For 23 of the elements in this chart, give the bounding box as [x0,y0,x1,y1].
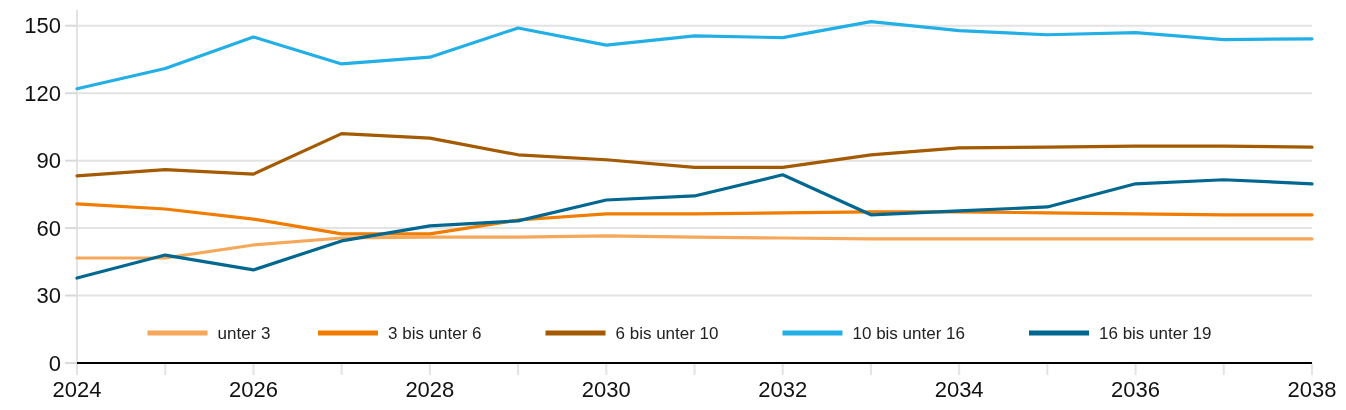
line-series [75,132,1314,178]
legend-label: 16 bis unter 19 [1099,323,1212,343]
x-tick-label: 2030 [581,377,631,402]
y-tick-label: 60 [36,215,61,241]
line-series [75,20,1314,91]
x-tick-label: 2032 [758,377,808,402]
x-tick-label: 2038 [1287,377,1337,402]
legend-label: 6 bis unter 10 [615,323,719,343]
legend-label: 3 bis unter 6 [388,323,482,343]
line-series [75,173,1314,280]
x-tick-label: 2024 [52,377,102,402]
y-tick-label: 150 [24,13,61,39]
legend-label: unter 3 [217,323,271,343]
y-tick-label: 120 [24,80,61,106]
y-tick-label: 0 [48,350,61,376]
x-tick-label: 2028 [405,377,455,402]
x-tick-label: 2034 [934,377,984,402]
y-tick-label: 30 [36,283,61,309]
y-tick-label: 90 [36,148,61,174]
x-tick-label: 2036 [1111,377,1161,402]
legend-label: 10 bis unter 16 [852,323,965,343]
line-series [75,234,1314,260]
x-tick-label: 2026 [228,377,278,402]
